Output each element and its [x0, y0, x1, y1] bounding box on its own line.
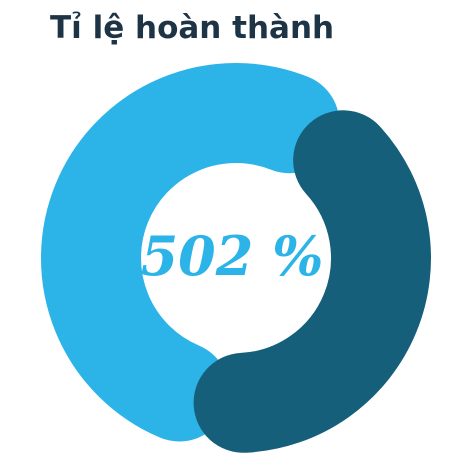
- completion-percentage: 502 %: [141, 224, 324, 288]
- chart-title: Tỉ lệ hoàn thành: [50, 10, 335, 46]
- dark-segment: [193, 110, 431, 453]
- light-segment: [41, 63, 340, 442]
